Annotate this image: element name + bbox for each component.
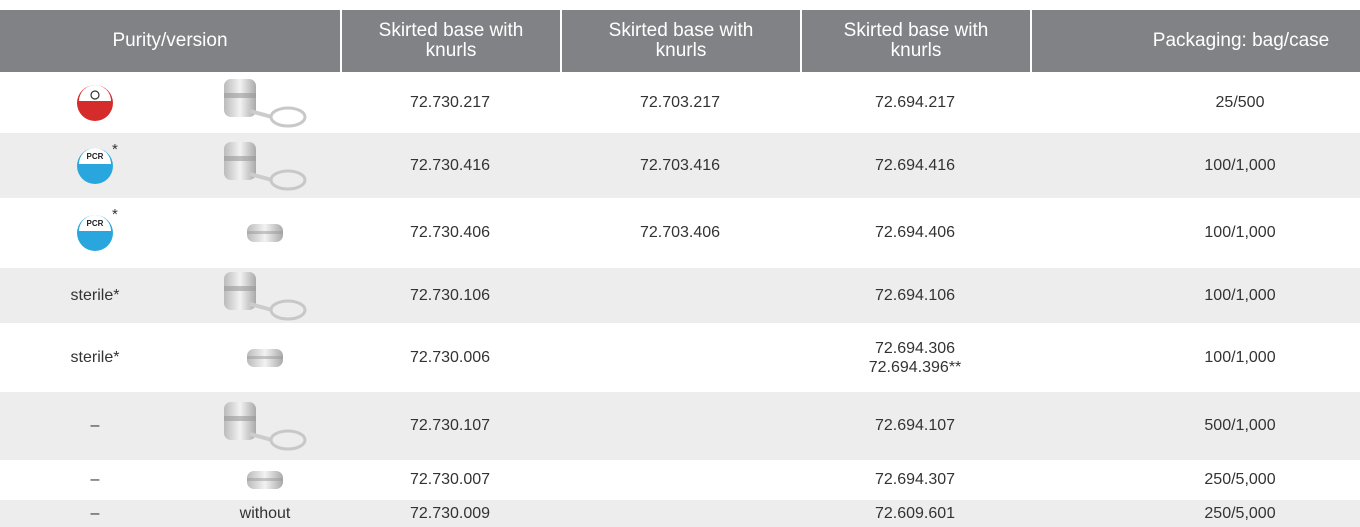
header-text: Skirted base with knurls bbox=[601, 21, 761, 61]
header-text: Skirted base with knurls bbox=[371, 21, 531, 61]
badge-cell bbox=[0, 72, 190, 133]
table-row: – without 72.730.009 72.609.601 250/5,00… bbox=[0, 500, 1360, 527]
cap-icon bbox=[245, 347, 285, 369]
table-row: PCR * 72.730.406 72.703.406 72.694.406 1… bbox=[0, 198, 1360, 268]
note: * bbox=[112, 206, 118, 223]
code: 72.730.406 bbox=[340, 198, 560, 268]
code: 72.730.007 bbox=[340, 460, 560, 500]
code: 72.694.307 bbox=[800, 460, 1030, 500]
purity: – bbox=[0, 392, 190, 460]
packaging: 25/500 bbox=[1030, 72, 1360, 133]
empty-cell bbox=[560, 500, 800, 527]
code: 72.730.106 bbox=[340, 268, 560, 323]
code: 72.694.416 bbox=[800, 133, 1030, 198]
version-cell bbox=[190, 268, 340, 323]
code: 72.730.009 bbox=[340, 500, 560, 527]
note: * bbox=[112, 141, 118, 158]
purity-badge: PCR bbox=[76, 147, 114, 185]
cap-icon bbox=[220, 270, 310, 322]
table-row: – 72.730.007 72.694.307 250/5,000 bbox=[0, 460, 1360, 500]
code: 72.730.416 bbox=[340, 133, 560, 198]
packaging: 500/1,000 bbox=[1030, 392, 1360, 460]
version-cell bbox=[190, 72, 340, 133]
code: 72.694.217 bbox=[800, 72, 1030, 133]
header-cell: Skirted base with knurls bbox=[560, 10, 800, 72]
cap-icon bbox=[220, 140, 310, 192]
purity: sterile* bbox=[0, 268, 190, 323]
version-cell bbox=[190, 198, 340, 268]
purity-badge bbox=[76, 84, 114, 122]
code: 72.694.306 bbox=[869, 339, 962, 358]
code: 72.694.406 bbox=[800, 198, 1030, 268]
packaging: 250/5,000 bbox=[1030, 500, 1360, 527]
header-cell: Packaging: bag/case bbox=[1030, 10, 1360, 72]
table-row: sterile* 72.730.106 72.694.106 100/1,000 bbox=[0, 268, 1360, 323]
badge-text: PCR bbox=[87, 219, 104, 228]
badge-text: PCR bbox=[87, 152, 104, 161]
empty-cell bbox=[560, 323, 800, 392]
version-cell bbox=[190, 133, 340, 198]
purity-badge: PCR bbox=[76, 214, 114, 252]
code: 72.730.107 bbox=[340, 392, 560, 460]
version-cell bbox=[190, 460, 340, 500]
code: 72.694.106 bbox=[800, 268, 1030, 323]
cap-icon bbox=[220, 77, 310, 129]
page: {"header": {"purity_version": "Purity/ve… bbox=[0, 0, 1360, 527]
header-cell: Purity/version bbox=[0, 10, 340, 72]
packaging: 100/1,000 bbox=[1030, 268, 1360, 323]
table-row: – 72.730.107 72.694.107 500/1,000 bbox=[0, 392, 1360, 460]
packaging: 100/1,000 bbox=[1030, 133, 1360, 198]
code: 72.694.396** bbox=[869, 358, 962, 377]
version-cell bbox=[190, 323, 340, 392]
packaging: 250/5,000 bbox=[1030, 460, 1360, 500]
empty-cell bbox=[560, 392, 800, 460]
cap-icon bbox=[245, 222, 285, 244]
cap-icon bbox=[245, 469, 285, 491]
code: 72.694.107 bbox=[800, 392, 1030, 460]
version-cell bbox=[190, 392, 340, 460]
version: without bbox=[190, 500, 340, 527]
header-cell: Skirted base with knurls bbox=[340, 10, 560, 72]
header-cell: Skirted base with knurls bbox=[800, 10, 1030, 72]
table-row: 72.730.217 72.703.217 72.694.217 25/500 bbox=[0, 72, 1360, 133]
header-row: Purity/version Skirted base with knurls … bbox=[0, 10, 1360, 72]
badge-cell: PCR * bbox=[0, 198, 190, 268]
purity: – bbox=[0, 460, 190, 500]
packaging: 100/1,000 bbox=[1030, 323, 1360, 392]
code: 72.730.217 bbox=[340, 72, 560, 133]
table-row: PCR * 72.730.416 72.703.416 72.694.416 1… bbox=[0, 133, 1360, 198]
product-table: Purity/version Skirted base with knurls … bbox=[0, 10, 1360, 527]
code: 72.609.601 bbox=[800, 500, 1030, 527]
code: 72.703.217 bbox=[560, 72, 800, 133]
purity: – bbox=[0, 500, 190, 527]
empty-cell bbox=[560, 460, 800, 500]
code: 72.703.406 bbox=[560, 198, 800, 268]
empty-cell bbox=[560, 268, 800, 323]
badge-cell: PCR * bbox=[0, 133, 190, 198]
header-text: Skirted base with knurls bbox=[836, 21, 996, 61]
purity: sterile* bbox=[0, 323, 190, 392]
code: 72.703.416 bbox=[560, 133, 800, 198]
code: 72.730.006 bbox=[340, 323, 560, 392]
cap-icon bbox=[220, 400, 310, 452]
packaging: 100/1,000 bbox=[1030, 198, 1360, 268]
